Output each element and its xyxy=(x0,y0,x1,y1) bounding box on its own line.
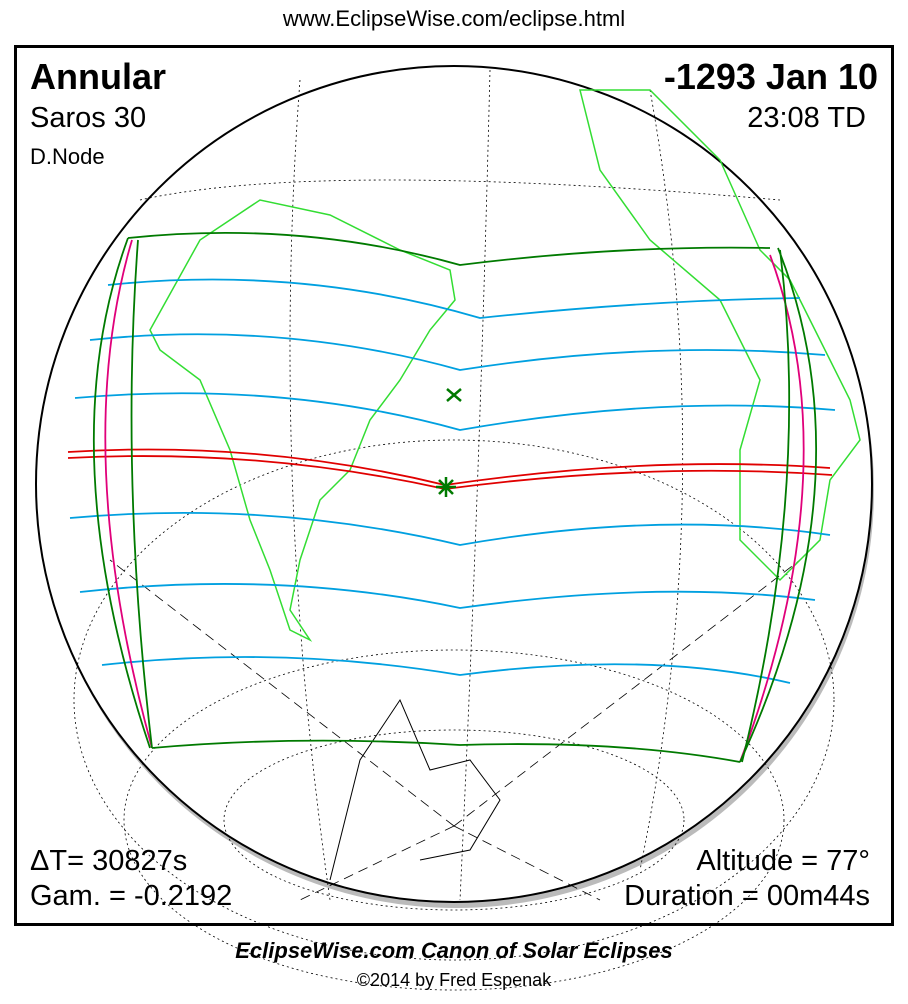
eclipse-date: -1293 Jan 10 xyxy=(663,56,878,97)
graticule xyxy=(73,69,835,991)
saros: Saros 30 xyxy=(30,102,147,134)
eclipse-time: 23:08 TD xyxy=(747,102,866,134)
antarctica-outline xyxy=(329,698,501,881)
duration: Duration = 00m44s xyxy=(624,880,870,912)
map-frame xyxy=(14,45,894,926)
magnitude-lines xyxy=(69,278,836,684)
copyright: ©2014 by Fred Espenak xyxy=(356,970,552,990)
rise-set-curves xyxy=(104,239,805,763)
greatest-eclipse-marker xyxy=(436,388,462,497)
node: D.Node xyxy=(30,144,105,169)
altitude: Altitude = 77° xyxy=(696,845,870,877)
delta-t: ΔT= 30827s xyxy=(30,845,188,877)
caption: EclipseWise.com Canon of Solar Eclipses xyxy=(235,938,673,963)
penumbral-limits xyxy=(92,231,818,763)
url-header: www.EclipseWise.com/eclipse.html xyxy=(282,6,626,31)
pole-lines xyxy=(109,559,801,901)
eclipse-type: Annular xyxy=(30,56,167,97)
gamma: Gam. = -0.2192 xyxy=(30,880,233,912)
land-outlines xyxy=(149,89,861,642)
